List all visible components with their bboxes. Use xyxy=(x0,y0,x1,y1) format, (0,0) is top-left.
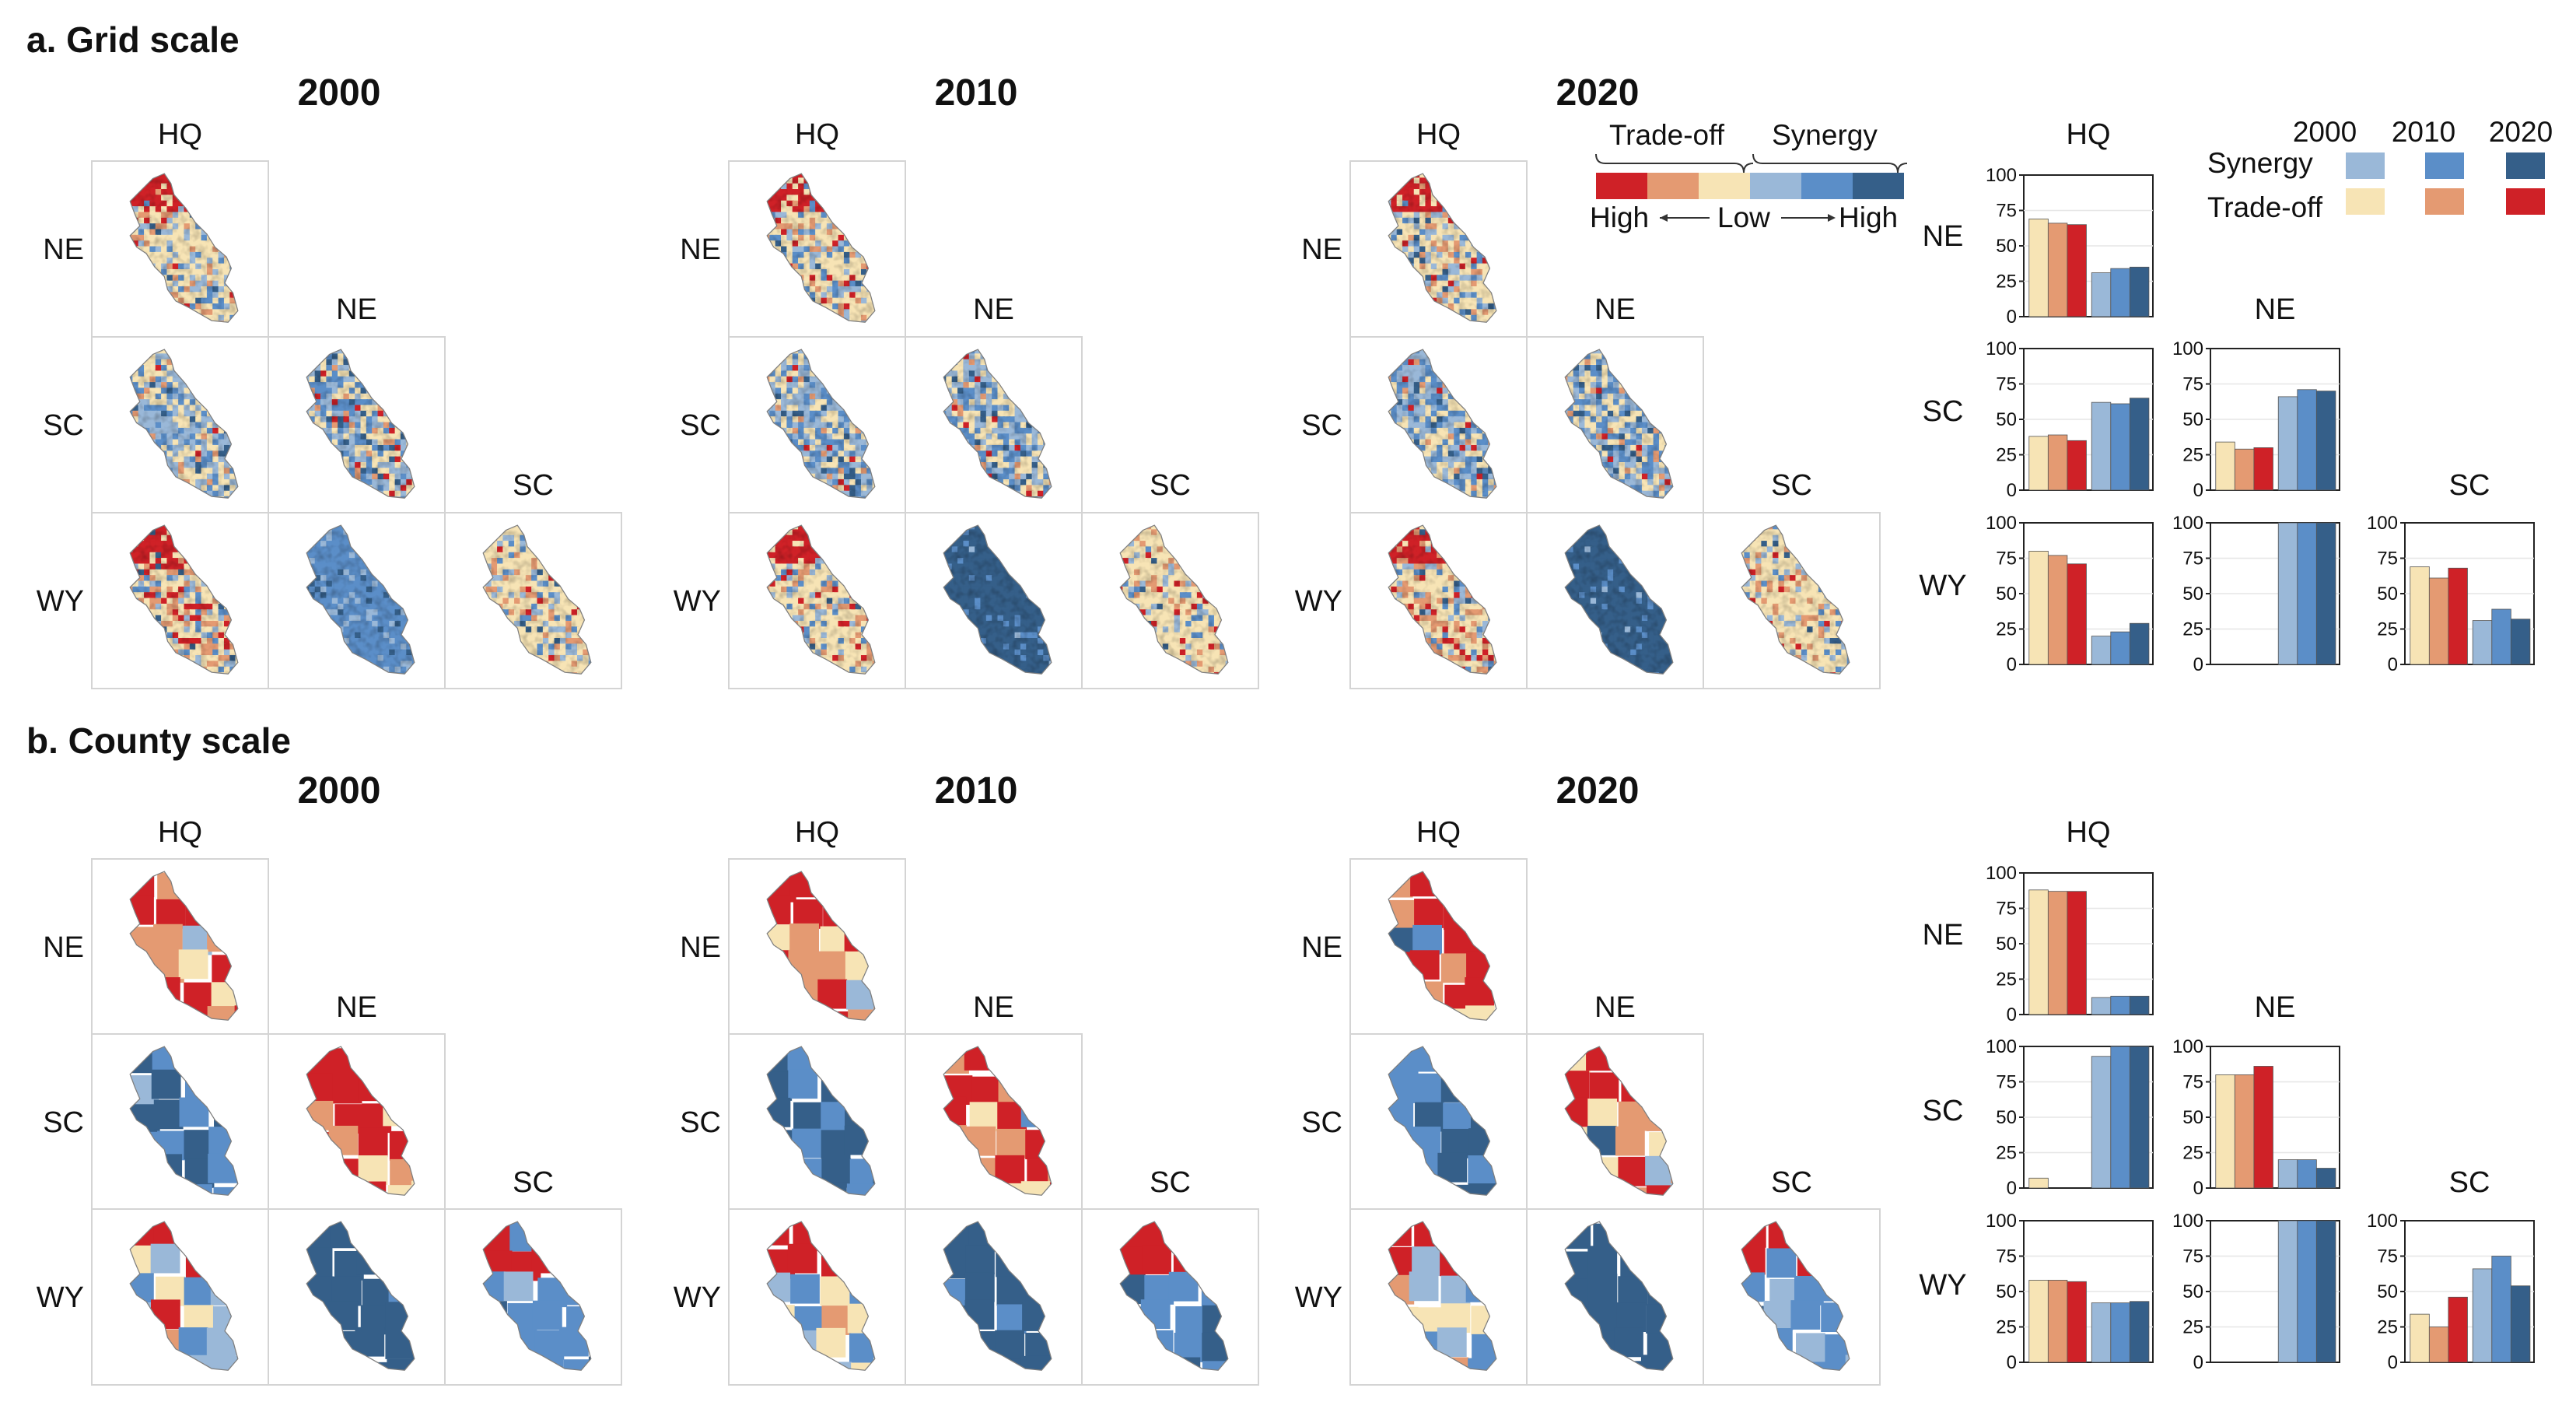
col-label-sc: SC xyxy=(1150,469,1191,502)
col-label-hq: HQ xyxy=(795,118,839,151)
row-label-ne: NE xyxy=(680,233,721,266)
row-label-sc: SC xyxy=(43,409,84,442)
row-label-sc: SC xyxy=(680,409,721,442)
year-title: 2010 xyxy=(935,72,1018,114)
col-label-ne: NE xyxy=(336,293,377,326)
row-label-ne: NE xyxy=(43,233,84,266)
col-label-hq: HQ xyxy=(158,118,202,151)
map-block-a-2000: 2000 HQ NE SC NE SC WY xyxy=(37,72,622,689)
row-label-wy: WY xyxy=(37,585,84,618)
map-panels: 2000HQNESCNESCWY2010HQNESCNESCWY2020HQNE… xyxy=(37,72,1881,1386)
year-title: 2000 xyxy=(298,72,381,114)
col-label-sc: SC xyxy=(513,469,554,502)
section-a-title: a. Grid scale xyxy=(26,19,240,60)
section-b-title: b. County scale xyxy=(26,720,291,761)
col-label-ne: NE xyxy=(973,293,1014,326)
